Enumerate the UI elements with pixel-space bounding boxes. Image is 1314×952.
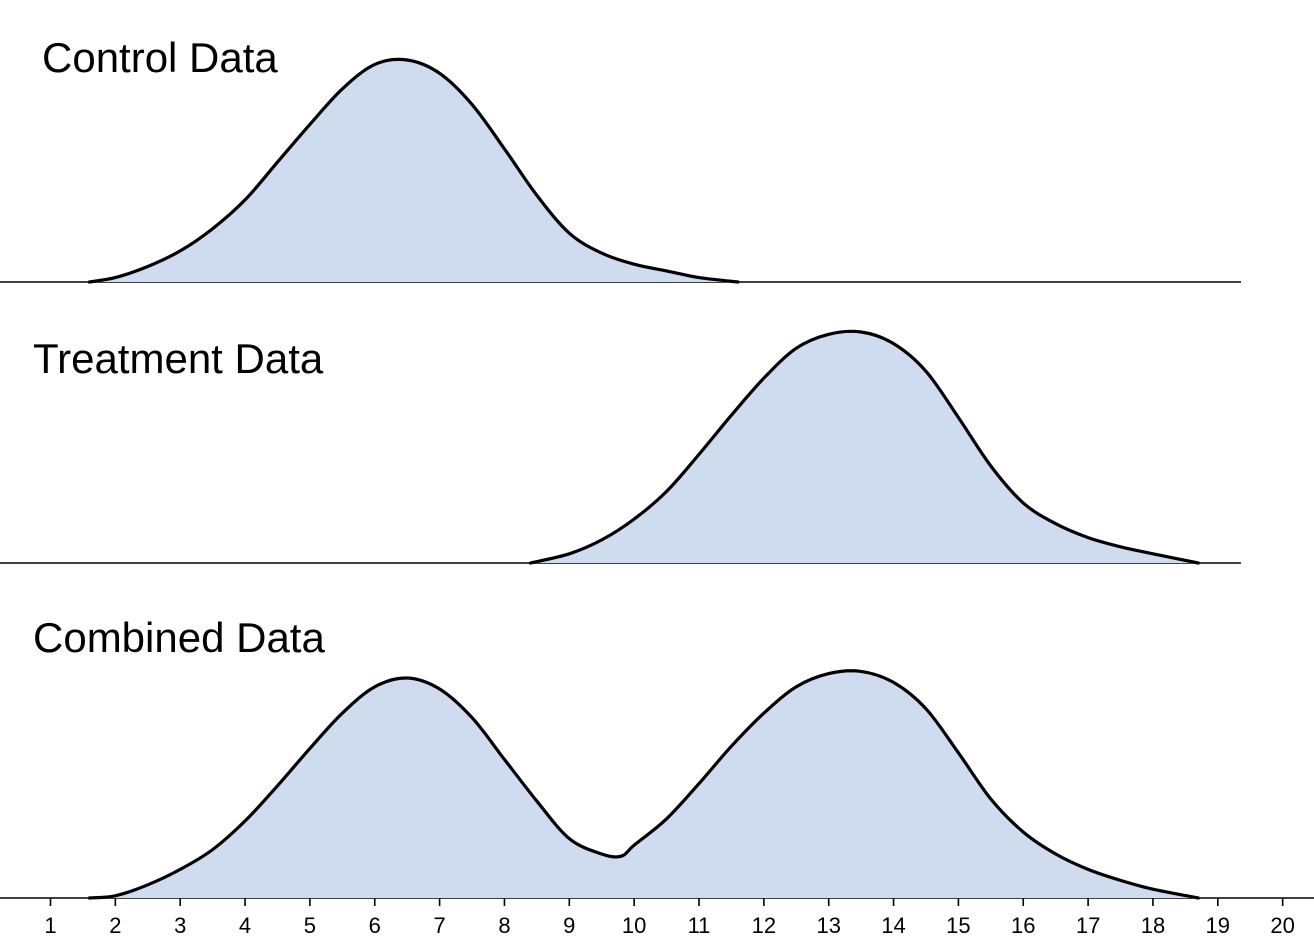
panels-group: Control Data Treatment Data Combined Data <box>0 34 1314 900</box>
density-curve <box>87 57 740 284</box>
panel-title: Control Data <box>42 34 278 81</box>
density-area-fill <box>89 59 738 282</box>
x-tick-label: 13 <box>816 913 840 938</box>
density-curve <box>528 329 1200 565</box>
x-tick-label: 12 <box>752 913 776 938</box>
x-tick-label: 3 <box>174 913 186 938</box>
panel-title: Combined Data <box>33 614 325 661</box>
x-tick-label: 16 <box>1011 913 1035 938</box>
x-tick-label: 2 <box>109 913 121 938</box>
panel-1: Control Data <box>0 34 1241 284</box>
x-tick-label: 9 <box>563 913 575 938</box>
x-tick-label: 6 <box>369 913 381 938</box>
panel-3: Combined Data <box>0 614 1314 900</box>
panel-2: Treatment Data <box>0 329 1241 565</box>
x-tick-label: 10 <box>622 913 646 938</box>
x-tick-label: 7 <box>433 913 445 938</box>
x-tick-label: 8 <box>498 913 510 938</box>
x-tick-label: 18 <box>1141 913 1165 938</box>
panel-title: Treatment Data <box>33 335 324 382</box>
x-tick-label: 5 <box>304 913 316 938</box>
x-axis: 1 2 3 4 5 6 7 8 9 10 11 12 13 14 15 16 17 18 19 20 <box>44 898 1295 938</box>
x-tick-label: 4 <box>239 913 251 938</box>
x-tick-label: 14 <box>881 913 905 938</box>
x-tick-label: 20 <box>1270 913 1294 938</box>
x-tick-label: 1 <box>44 913 56 938</box>
density-curve <box>87 669 1200 900</box>
density-area-fill <box>89 670 1199 898</box>
x-tick-label: 19 <box>1206 913 1230 938</box>
density-area-fill <box>530 331 1199 563</box>
x-tick-label: 15 <box>946 913 970 938</box>
x-tick-label: 17 <box>1076 913 1100 938</box>
x-tick-label: 11 <box>688 913 711 938</box>
